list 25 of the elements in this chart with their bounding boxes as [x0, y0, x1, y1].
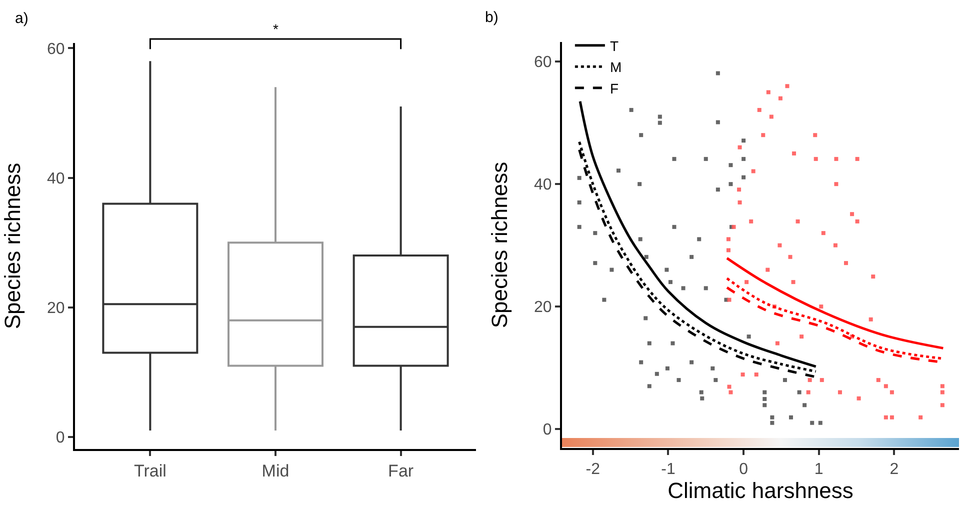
y-tick-label: 40 — [534, 176, 552, 194]
legend-label: T — [610, 38, 619, 54]
x-tick-label: 0 — [739, 461, 748, 478]
y-tick-label: 40 — [47, 170, 65, 188]
x-tick-label: -1 — [661, 461, 676, 478]
y-tick-label: 0 — [542, 422, 552, 439]
x-tick-label: Trail — [134, 461, 166, 480]
y-axis-title: Species richness — [487, 162, 512, 328]
text: b) — [485, 9, 498, 26]
x-tick-label: 1 — [814, 461, 824, 478]
y-axis-title: Species richness — [0, 162, 25, 330]
x-tick-label: Far — [388, 461, 414, 480]
y-tick-label: 20 — [534, 299, 552, 316]
text: a) — [15, 10, 28, 27]
y-tick-label: 20 — [47, 300, 65, 317]
x-tick-label: -2 — [586, 461, 600, 478]
x-tick-label: 2 — [890, 461, 899, 478]
text: * — [273, 21, 279, 37]
legend-label: M — [610, 59, 622, 76]
y-tick-label: 60 — [47, 40, 65, 58]
y-tick-label: 0 — [56, 430, 65, 447]
x-axis-title: Climatic harshness — [668, 478, 854, 504]
legend-label: F — [610, 80, 619, 96]
x-tick-label: Mid — [262, 461, 290, 480]
y-tick-label: 60 — [534, 54, 552, 72]
